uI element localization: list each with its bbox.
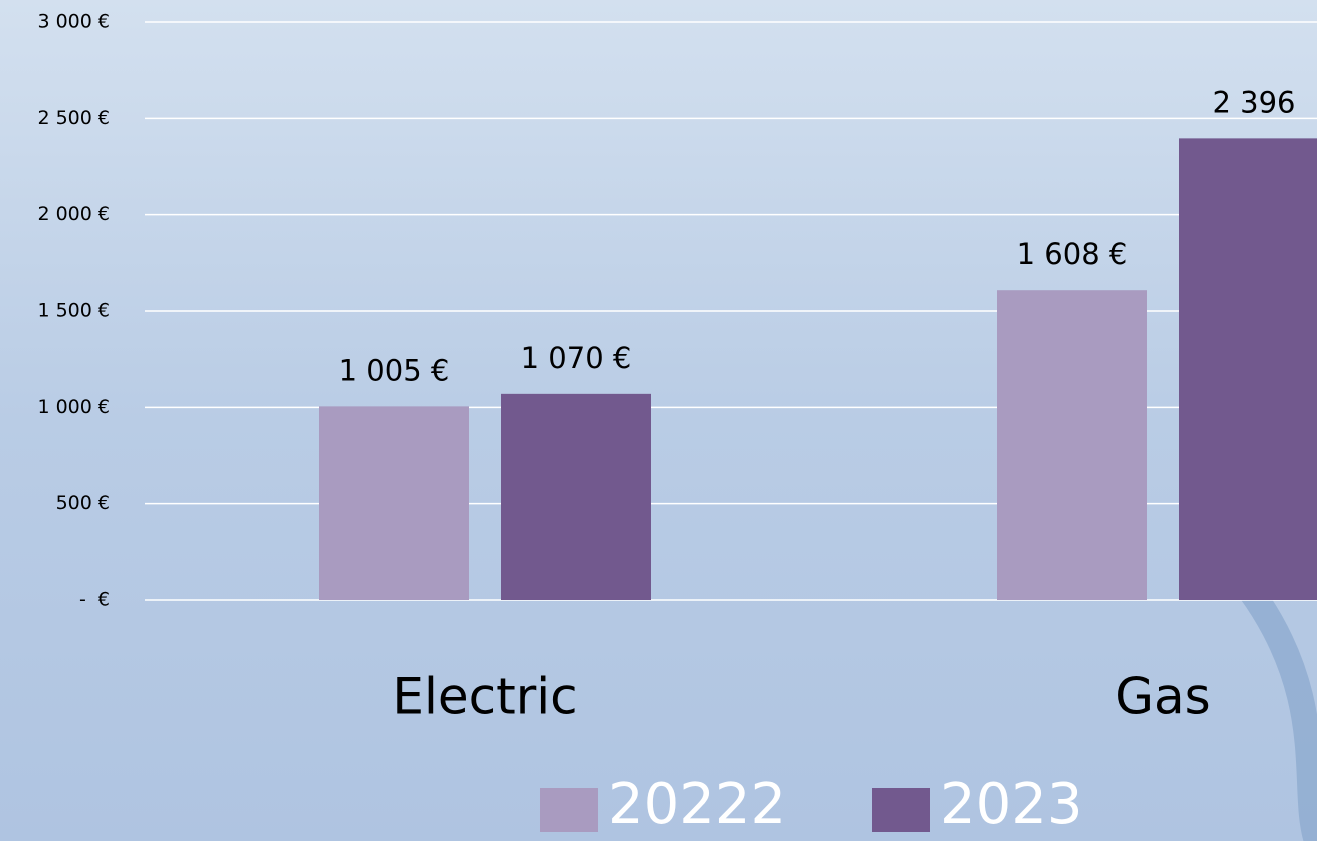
decoration-arc	[1239, 582, 1317, 841]
y-tick-label: 3 000 €	[37, 11, 110, 33]
legend-swatch	[872, 788, 930, 832]
legend-label: 2023	[940, 772, 1083, 837]
data-label: 2 396	[1212, 85, 1295, 119]
x-tick-label: Gas	[1115, 668, 1210, 726]
y-tick-label: 1 500 €	[37, 300, 110, 322]
y-tick-label: 500 €	[56, 492, 110, 514]
y-tick-label: 1 000 €	[37, 396, 110, 418]
x-tick-label: Electric	[392, 668, 577, 726]
data-label: 1 005 €	[339, 353, 450, 387]
bar	[319, 406, 469, 600]
data-label: 1 070 €	[521, 341, 632, 375]
bar	[1179, 138, 1317, 600]
bar	[997, 290, 1147, 600]
legend-label: 20222	[608, 772, 786, 837]
legend-swatch	[540, 788, 598, 832]
y-tick-label: 2 500 €	[37, 107, 110, 129]
y-tick-label: - €	[79, 589, 110, 611]
data-label: 1 608 €	[1017, 237, 1128, 271]
y-tick-label: 2 000 €	[37, 203, 110, 225]
bar	[501, 393, 651, 600]
